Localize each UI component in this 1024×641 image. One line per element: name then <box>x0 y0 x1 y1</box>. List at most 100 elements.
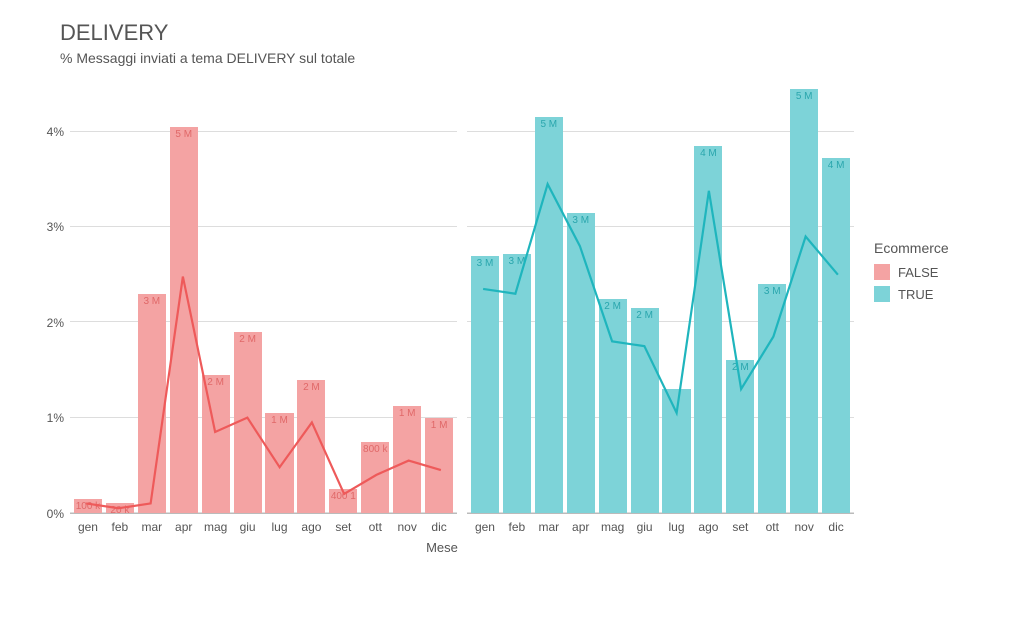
x-tick-label: ott <box>756 520 788 534</box>
bar-slot: 2 M <box>724 84 756 513</box>
bars: 3 M 3 M 5 M 3 M 2 M 2 M 4 M 2 M 3 M 5 M 4 M <box>467 84 854 513</box>
bar: 3 M <box>758 284 786 513</box>
x-tick-label: lug <box>264 520 296 534</box>
bar-value-label: 2 M <box>207 377 224 388</box>
bar-slot: 1 M <box>264 84 296 513</box>
x-tick-label: nov <box>788 520 820 534</box>
bar: 2 M <box>726 360 754 513</box>
y-tick-label: 3% <box>47 220 64 234</box>
bar-value-label: 4 M <box>828 160 845 171</box>
bar-value-label: 2 M <box>732 362 749 373</box>
legend-items: FALSETRUE <box>874 264 994 302</box>
bar-value-label: 400 1 <box>331 491 356 502</box>
y-tick-label: 4% <box>47 125 64 139</box>
bar-slot: 400 1 <box>327 84 359 513</box>
legend-swatch <box>874 264 890 280</box>
legend: Ecommerce FALSETRUE <box>854 20 994 308</box>
bar: 2 M <box>631 308 659 513</box>
bar-value-label: 4 M <box>700 148 717 159</box>
bar-slot: 2 M <box>295 84 327 513</box>
bar-value-label: 2 M <box>604 301 621 312</box>
bar-value-label: 1 M <box>271 415 288 426</box>
bar: 1 M <box>265 413 293 513</box>
bar-value-label: 1 M <box>431 420 448 431</box>
x-tick-label: dic <box>423 520 455 534</box>
x-tick-label: set <box>724 520 756 534</box>
x-tick-label: giu <box>629 520 661 534</box>
bar: 2 M <box>202 375 230 513</box>
x-tick-label: apr <box>565 520 597 534</box>
bar: 5 M <box>535 117 563 513</box>
bar-slot: 2 M <box>232 84 264 513</box>
x-tick-label: giu <box>232 520 264 534</box>
bar-slot: 5 M <box>788 84 820 513</box>
x-labels: genfebmaraprmaggiulugagosetottnovdic <box>467 514 854 534</box>
facet-panels: 100 k 20 k 3 M 5 M 2 M 2 M 1 M 2 M 400 1 800 k 1 M… <box>70 84 854 514</box>
bar <box>662 389 690 513</box>
legend-swatch <box>874 286 890 302</box>
x-labels: genfebmaraprmaggiulugagosetottnovdic <box>70 514 457 534</box>
bar: 3 M <box>471 256 499 513</box>
x-tick-label: mar <box>136 520 168 534</box>
bar-value-label: 2 M <box>303 382 320 393</box>
bar: 2 M <box>599 299 627 514</box>
bar-value-label: 5 M <box>540 119 557 130</box>
bar-slot: 20 k <box>104 84 136 513</box>
y-tick-label: 2% <box>47 316 64 330</box>
bar-value-label: 800 k <box>363 444 387 455</box>
x-tick-label: feb <box>104 520 136 534</box>
x-tick-label: apr <box>168 520 200 534</box>
y-axis: 0%1%2%3%4% <box>30 84 70 514</box>
bar-slot: 100 k <box>72 84 104 513</box>
bar: 4 M <box>694 146 722 513</box>
bar-value-label: 1 M <box>399 408 416 419</box>
plot-area: 3 M 3 M 5 M 3 M 2 M 2 M 4 M 2 M 3 M 5 M 4 M <box>467 84 854 514</box>
bar-slot: 1 M <box>391 84 423 513</box>
y-axis-spacer <box>30 514 70 534</box>
bar: 100 k <box>74 499 102 513</box>
legend-label: FALSE <box>898 265 938 280</box>
bar: 5 M <box>170 127 198 513</box>
x-tick-label: ago <box>295 520 327 534</box>
bar: 800 k <box>361 442 389 513</box>
bar-value-label: 100 k <box>76 501 100 512</box>
chart-title: DELIVERY <box>60 20 854 46</box>
x-labels-container: genfebmaraprmaggiulugagosetottnovdicgenf… <box>70 514 854 534</box>
x-tick-label: ott <box>359 520 391 534</box>
bar-value-label: 2 M <box>239 334 256 345</box>
bar-slot: 2 M <box>597 84 629 513</box>
bar-slot: 3 M <box>501 84 533 513</box>
y-tick-label: 1% <box>47 411 64 425</box>
bar-value-label: 3 M <box>509 256 526 267</box>
bar-value-label: 2 M <box>636 310 653 321</box>
bar-value-label: 5 M <box>175 129 192 140</box>
x-axis-title: Mese <box>30 540 854 555</box>
bar-slot: 1 M <box>423 84 455 513</box>
bar-slot: 3 M <box>565 84 597 513</box>
bar-slot: 3 M <box>136 84 168 513</box>
bar: 3 M <box>567 213 595 513</box>
plot-row: 0%1%2%3%4% 100 k20 k3 M5 M2 M2 M1 M2 M40… <box>30 84 854 514</box>
bar: 2 M <box>234 332 262 513</box>
bar-slot: 5 M <box>533 84 565 513</box>
delivery-chart: DELIVERY % Messaggi inviati a tema DELIV… <box>30 20 994 555</box>
bar: 2 M <box>297 380 325 513</box>
x-tick-label: gen <box>72 520 104 534</box>
legend-title: Ecommerce <box>874 240 994 256</box>
x-axis-row: genfebmaraprmaggiulugagosetottnovdicgenf… <box>30 514 854 534</box>
bar-value-label: 3 M <box>143 296 160 307</box>
bar-slot: 800 k <box>359 84 391 513</box>
x-tick-label: mar <box>533 520 565 534</box>
panel-true: 3 M 3 M 5 M 3 M 2 M 2 M 4 M 2 M 3 M 5 M 4 M <box>467 84 854 514</box>
x-tick-label: set <box>327 520 359 534</box>
chart-subtitle: % Messaggi inviati a tema DELIVERY sul t… <box>60 50 854 66</box>
bar: 20 k <box>106 503 134 513</box>
x-tick-label: dic <box>820 520 852 534</box>
bar-value-label: 3 M <box>764 286 781 297</box>
x-tick-label: lug <box>661 520 693 534</box>
bar: 1 M <box>393 406 421 513</box>
bar-slot: 4 M <box>820 84 852 513</box>
bar-slot: 3 M <box>469 84 501 513</box>
bar-slot <box>661 84 693 513</box>
x-tick-label: mag <box>200 520 232 534</box>
